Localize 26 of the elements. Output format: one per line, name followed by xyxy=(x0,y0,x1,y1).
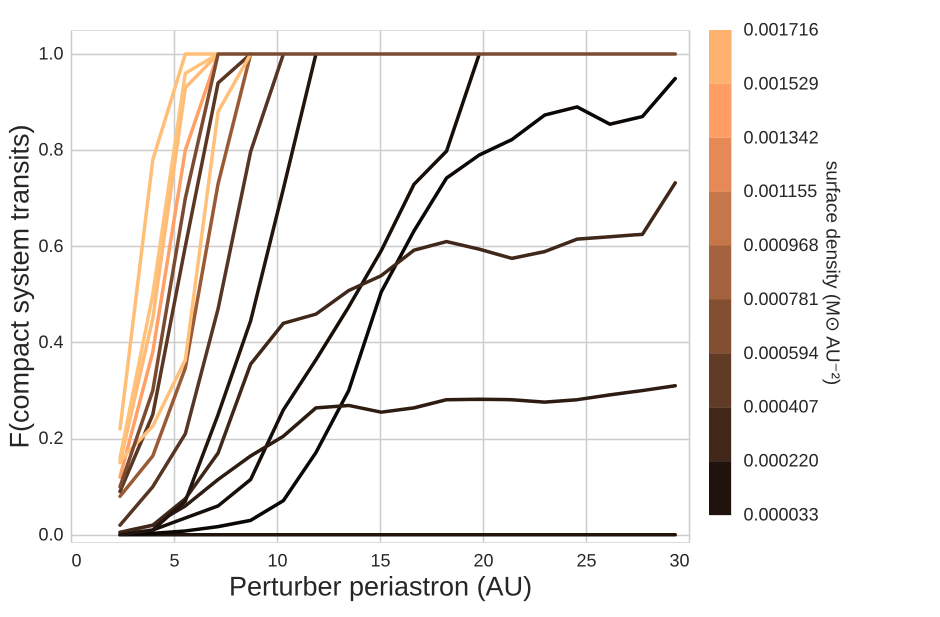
x-tick-label: 0 xyxy=(72,550,82,570)
x-tick-label: 25 xyxy=(576,550,597,570)
x-tick-label: 10 xyxy=(267,550,288,570)
color-bar-label: 0.000594 xyxy=(744,342,819,363)
y-axis-title: F(compact system transits) xyxy=(4,124,34,449)
x-tick-label: 30 xyxy=(669,550,690,570)
y-tick-label: 0.6 xyxy=(38,236,64,256)
y-tick-label: 0.2 xyxy=(38,428,64,448)
color-bar-label: 0.001155 xyxy=(744,181,818,202)
y-tick-label: 1.0 xyxy=(38,44,64,64)
x-tick-label: 5 xyxy=(169,550,180,570)
color-bar-label: 0.000033 xyxy=(744,504,819,524)
color-bar-label: 0.001716 xyxy=(744,20,819,40)
color-bar-label: 0.000781 xyxy=(744,288,819,309)
color-bar-label: 0.000407 xyxy=(744,396,819,417)
color-bar-label: 0.000968 xyxy=(744,235,819,256)
y-tick-label: 0.4 xyxy=(38,332,64,352)
color-bar-label: 0.000220 xyxy=(744,450,819,471)
color-bar-label: 0.001529 xyxy=(744,73,819,94)
x-axis-title: Perturber periastron (AU) xyxy=(228,572,532,602)
x-tick-label: 20 xyxy=(473,550,494,570)
y-tick-label: 0.0 xyxy=(38,524,64,544)
y-tick-label: 0.8 xyxy=(38,140,64,160)
color-bar-label: 0.001342 xyxy=(744,127,819,148)
x-tick-label: 15 xyxy=(370,550,391,570)
color-bar-title: surface density (M⊙ AU⁻²) xyxy=(822,160,843,386)
